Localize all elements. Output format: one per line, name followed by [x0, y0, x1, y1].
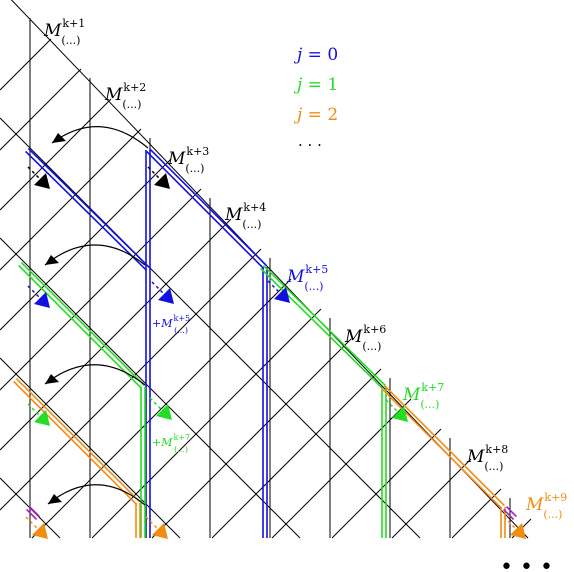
curved-arrow-4 — [47, 484, 146, 506]
diagonal-up — [451, 488, 502, 539]
diagonal-up — [31, 278, 292, 539]
diagonal-up — [271, 398, 412, 539]
label-m-k1: Mk+1 (...) — [43, 17, 85, 47]
legend-j1: j = 1 — [293, 75, 338, 95]
diagonal-up — [0, 158, 172, 331]
small-arrow-11 — [510, 523, 526, 539]
label-m-k5: Mk+5 (...) — [286, 263, 328, 293]
path-j2-diag-b — [383, 385, 505, 507]
curved-arrow-3-head — [45, 374, 59, 384]
small-arrow-4 — [158, 288, 174, 304]
path-j2-diag-a — [15, 378, 140, 503]
path-j0-diag-b — [146, 150, 265, 269]
small-arrow-1 — [34, 173, 50, 189]
small-arrow-10 — [152, 523, 168, 539]
diagonal-up — [0, 68, 82, 151]
path-j1-diag-b — [260, 267, 384, 389]
diagonal-up — [0, 98, 112, 211]
diagonal-up — [0, 128, 142, 271]
small-arrow-10-stem — [145, 516, 161, 532]
curved-arrow-1-head — [52, 133, 66, 143]
colored-paths — [13, 148, 517, 538]
curved-arrow-4-head — [48, 494, 62, 504]
path-extra-a — [26, 508, 38, 520]
legend-ellipsis: · · · — [298, 136, 322, 154]
path-extra-b — [503, 508, 515, 520]
small-arrow-6 — [34, 410, 50, 426]
small-arrow-4-stem — [151, 281, 167, 297]
label-m-k6: Mk+6 (...) — [344, 323, 386, 353]
side-label-k5: +Mk+5 (...) — [152, 314, 190, 335]
diagonal-up — [211, 368, 382, 539]
curved-arrow-3 — [44, 364, 146, 386]
diagonal-up — [0, 218, 232, 451]
small-arrow-9-stem — [25, 516, 41, 532]
diagonal-up — [151, 338, 352, 539]
curved-arrow-2-head — [45, 255, 59, 265]
path-extra-a — [28, 506, 40, 518]
small-arrow-11-stem — [503, 516, 519, 532]
label-m-k2: Mk+2 (...) — [104, 81, 146, 111]
side-label-k7: +Mk+7 (...) — [152, 433, 190, 454]
path-extra-b — [505, 506, 517, 518]
diagonal-up — [0, 38, 52, 91]
side-labels: +Mk+5 (...) +Mk+7 (...) — [152, 314, 190, 454]
curved-arrow-1 — [51, 126, 149, 149]
small-arrow-7 — [156, 404, 172, 420]
path-j0-diag-a — [27, 148, 150, 269]
small-arrow-8 — [392, 406, 408, 422]
label-m-k8: Mk+8 (...) — [466, 443, 508, 473]
diagonal-up — [0, 248, 262, 511]
label-m-k3: Mk+3 (...) — [167, 145, 209, 175]
path-j2-diag-a — [13, 380, 138, 505]
arrows — [25, 126, 526, 539]
path-j1-diag-b — [262, 265, 386, 387]
small-arrow-3 — [34, 292, 50, 308]
diagonal-up — [91, 308, 322, 539]
diagonal-up — [391, 458, 472, 539]
main-diagonal — [10, 0, 529, 539]
small-arrow-5 — [274, 287, 290, 303]
label-m-k7: Mk+7 (...) — [402, 381, 444, 411]
small-arrow-2 — [154, 173, 170, 189]
path-j1-diag-a — [20, 262, 145, 387]
diagonal-up — [0, 188, 202, 391]
path-j0-diag-a — [25, 150, 148, 271]
label-m-k9: Mk+9 (...) — [525, 491, 567, 521]
continuation-dots: • • • — [500, 555, 553, 572]
node-labels: Mk+1 (...) Mk+2 (...) Mk+3 (...) Mk+4 (...) … — [43, 17, 567, 521]
legend-j2: j = 2 — [293, 105, 338, 125]
small-arrow-9 — [32, 523, 48, 539]
curved-arrow-2 — [44, 244, 146, 266]
path-j0-diag-b — [148, 148, 267, 267]
legend-j0: j = 0 — [293, 45, 338, 65]
label-m-k4: Mk+4 (...) — [224, 201, 266, 231]
legend: j = 0 j = 1 j = 2 · · · — [293, 45, 338, 154]
path-j1-diag-a — [18, 264, 143, 389]
